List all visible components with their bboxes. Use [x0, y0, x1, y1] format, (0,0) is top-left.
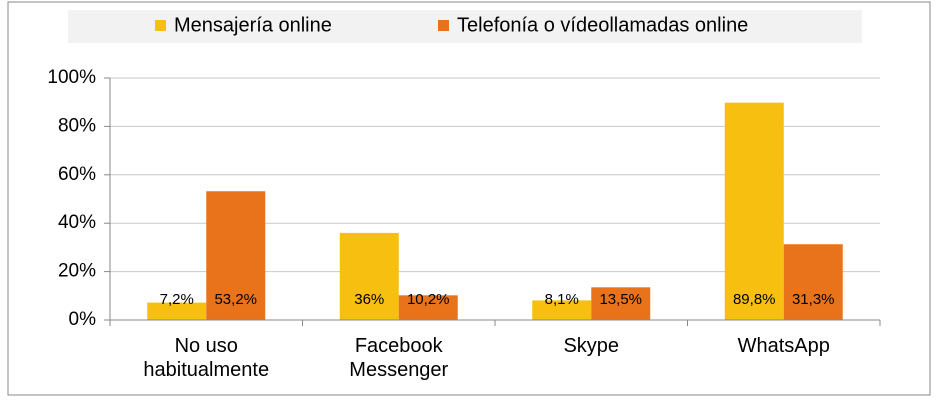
y-tick-label: 60%: [58, 164, 96, 185]
legend-swatch: [155, 20, 166, 31]
bar: [532, 300, 592, 320]
bar: [724, 102, 784, 321]
x-tick-label: Facebook Messenger: [349, 335, 449, 381]
x-tick-label: No uso habitualmente: [143, 335, 270, 381]
value-label: 7,2%: [160, 291, 194, 308]
legend-label: Telefonía o vídeollamadas online: [457, 14, 748, 36]
legend-label: Mensajería online: [174, 14, 332, 36]
legend-swatch: [438, 20, 449, 31]
value-label: 13,5%: [599, 291, 642, 308]
bar: [339, 232, 399, 320]
bar: [591, 287, 651, 320]
bar: [398, 295, 458, 320]
x-tick-label: WhatsApp: [737, 335, 830, 357]
bar: [783, 244, 843, 320]
value-label: 10,2%: [407, 291, 450, 308]
bar: [147, 302, 207, 320]
legend-band: [68, 10, 862, 43]
value-label: 89,8%: [733, 291, 776, 308]
y-tick-label: 80%: [58, 115, 96, 136]
x-tick-label: Skype: [563, 335, 620, 357]
y-tick-label: 20%: [58, 261, 96, 282]
value-label: 53,2%: [214, 291, 257, 308]
y-tick-label: 40%: [58, 212, 96, 233]
y-tick-label: 100%: [47, 67, 96, 88]
value-label: 36%: [354, 291, 384, 308]
bar: [206, 191, 266, 320]
value-label: 31,3%: [792, 291, 835, 308]
value-label: 8,1%: [545, 291, 579, 308]
y-tick-label: 0%: [69, 309, 97, 330]
